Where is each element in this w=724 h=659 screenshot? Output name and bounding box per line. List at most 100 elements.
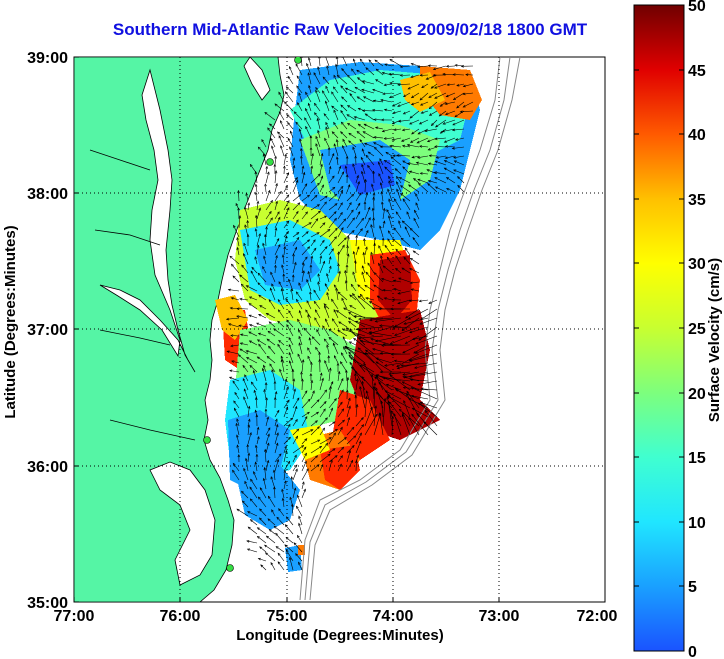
velocity-arrowhead <box>330 459 333 463</box>
velocity-vector <box>283 172 289 184</box>
velocity-arrowhead <box>265 226 268 230</box>
velocity-vector <box>391 416 393 436</box>
velocity-vector <box>358 335 384 339</box>
velocity-vector <box>328 193 337 202</box>
velocity-arrowhead <box>321 184 324 188</box>
velocity-vector <box>376 68 384 76</box>
velocity-arrowhead <box>359 138 363 143</box>
velocity-vector <box>446 92 456 97</box>
velocity-arrowhead <box>287 121 291 125</box>
velocity-arrowhead <box>246 548 251 552</box>
velocity-vector <box>274 156 277 166</box>
velocity-arrowhead <box>265 397 268 401</box>
velocity-arrowhead <box>391 121 395 125</box>
velocity-arrowhead <box>386 395 391 399</box>
velocity-arrowhead <box>265 535 269 539</box>
velocity-vector <box>310 239 316 247</box>
velocity-vector <box>337 271 341 283</box>
velocity-arrowhead <box>351 230 355 234</box>
velocity-arrowhead <box>304 438 308 442</box>
velocity-arrowhead <box>355 320 359 324</box>
velocity-vector <box>418 402 438 418</box>
velocity-vector <box>337 419 345 427</box>
velocity-arrowhead <box>254 461 258 465</box>
velocity-arrowhead <box>340 131 344 135</box>
velocity-vector <box>328 248 334 256</box>
velocity-vector <box>396 155 411 157</box>
velocity-vector <box>257 536 267 544</box>
velocity-arrowhead <box>296 232 300 235</box>
velocity-arrowhead <box>268 210 272 215</box>
velocity-arrowhead <box>306 411 310 415</box>
velocity-arrowhead <box>361 271 365 275</box>
velocity-arrowhead <box>419 73 423 77</box>
velocity-arrowhead <box>456 105 460 109</box>
station-markers <box>203 57 302 572</box>
velocity-vector <box>270 271 276 283</box>
velocity-arrowhead <box>276 459 280 463</box>
velocity-arrowhead <box>310 165 314 169</box>
velocity-vector <box>419 92 429 101</box>
velocity-arrowhead <box>256 244 260 248</box>
velocity-vector <box>346 417 350 427</box>
velocity-vector <box>427 183 438 193</box>
velocity-vector <box>333 86 339 94</box>
velocity-arrowhead <box>269 287 273 291</box>
colorbar-tick: 50 <box>688 0 706 15</box>
velocity-vector <box>358 123 366 130</box>
velocity-vector <box>409 228 420 238</box>
velocity-arrowhead <box>346 253 350 257</box>
velocity-vector <box>242 500 249 508</box>
velocity-arrowhead <box>364 349 369 353</box>
velocity-arrowhead <box>392 154 396 158</box>
velocity-vector <box>297 353 303 364</box>
velocity-arrowhead <box>393 413 397 417</box>
velocity-vector <box>357 284 366 292</box>
velocity-arrowhead <box>257 496 261 500</box>
velocity-vector <box>408 417 420 436</box>
velocity-arrowhead <box>323 338 327 342</box>
velocity-arrowhead <box>262 477 266 481</box>
velocity-vector <box>258 314 267 319</box>
velocity-arrowhead <box>247 511 251 514</box>
velocity-arrowhead <box>328 256 332 260</box>
velocity-arrowhead <box>379 145 383 149</box>
velocity-vector <box>274 183 278 193</box>
velocity-arrowhead <box>236 246 240 251</box>
velocity-arrowhead <box>452 122 456 126</box>
velocity-vector <box>324 138 330 148</box>
velocity-vector <box>355 404 358 418</box>
velocity-vector <box>349 341 357 346</box>
velocity-vector <box>259 305 267 310</box>
velocity-arrowhead <box>347 105 351 108</box>
velocity-vector <box>229 255 240 265</box>
velocity-vector <box>301 481 305 490</box>
velocity-arrowhead <box>307 355 311 359</box>
velocity-vector <box>411 395 429 400</box>
velocity-vector <box>247 511 258 517</box>
velocity-vector <box>367 262 375 274</box>
velocity-arrowhead <box>331 248 334 252</box>
velocity-vector <box>413 250 420 256</box>
velocity-arrowhead <box>318 351 321 355</box>
velocity-vector <box>307 356 312 364</box>
velocity-arrowhead <box>241 500 245 504</box>
velocity-arrowhead <box>354 372 357 376</box>
velocity-arrowhead <box>333 309 337 313</box>
velocity-arrowhead <box>239 274 243 278</box>
velocity-arrowhead <box>391 298 395 302</box>
velocity-vector <box>359 139 366 148</box>
velocity-arrowhead <box>254 214 258 218</box>
velocity-vector <box>393 413 402 436</box>
velocity-vector <box>265 190 271 202</box>
velocity-arrowhead <box>357 123 361 127</box>
velocity-vector <box>457 185 465 193</box>
velocity-arrowhead <box>375 68 379 72</box>
velocity-vector <box>299 310 303 319</box>
velocity-arrowhead <box>365 154 369 158</box>
velocity-vector <box>286 549 294 562</box>
velocity-vector <box>319 215 327 220</box>
velocity-vector <box>249 365 258 373</box>
velocity-vector <box>291 504 294 517</box>
velocity-arrowhead <box>315 411 320 415</box>
